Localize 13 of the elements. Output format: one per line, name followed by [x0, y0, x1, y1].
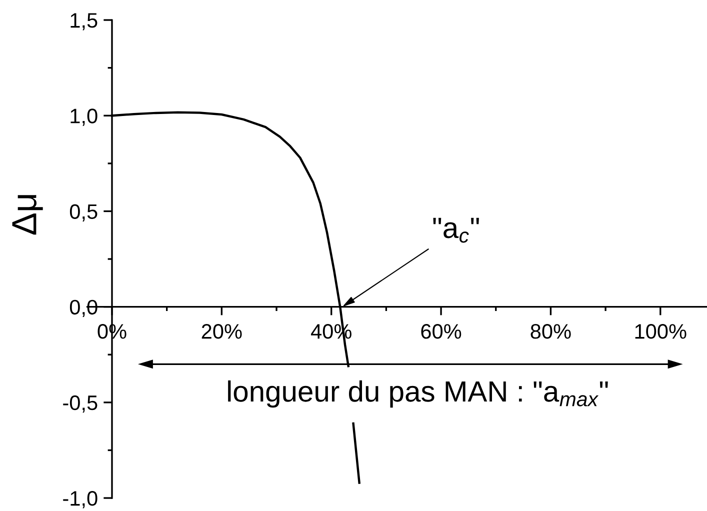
- x-tick-label: 20%: [202, 324, 242, 339]
- y-tick-label: 1,5: [70, 13, 98, 30]
- y-tick-label: -0,5: [63, 395, 98, 413]
- y-tick-label: -1,0: [63, 491, 98, 508]
- y-tick-label: 0,0: [70, 300, 98, 318]
- y-axis-title: Δμ: [12, 195, 43, 235]
- x-tick-label: 60%: [421, 324, 462, 339]
- y-tick-label: 1,0: [70, 108, 98, 126]
- annotation: "a$_{c}$": [433, 218, 479, 243]
- x-tick-label: 80%: [530, 324, 571, 339]
- x-tick-label: 100%: [635, 324, 686, 339]
- annotation: longueur du pas MAN : "a$_{max}$": [228, 380, 608, 408]
- y-tick-label: 0,5: [70, 204, 98, 222]
